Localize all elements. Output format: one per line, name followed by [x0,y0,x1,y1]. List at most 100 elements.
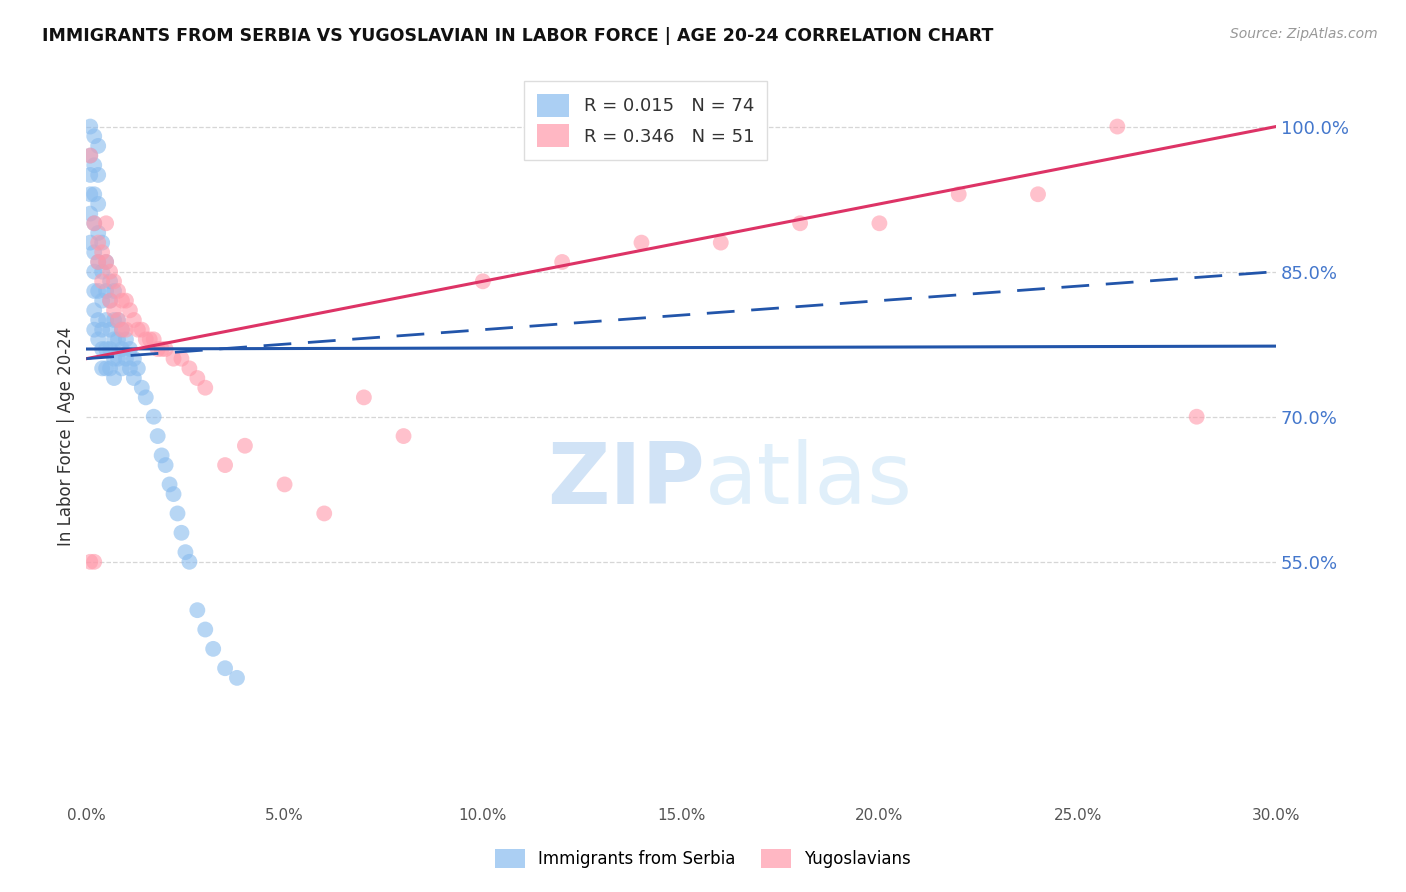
Point [83,265,105,279]
Point [94,361,117,376]
Point [79,148,101,162]
Point [155,342,177,356]
Point [98,293,121,308]
Point [87,168,110,182]
Text: atlas: atlas [704,439,912,522]
Point [118,342,141,356]
Point [87,313,110,327]
Point [150,342,173,356]
Point [118,361,141,376]
Point [150,449,173,463]
Point [103,351,125,366]
Point [103,313,125,327]
Point [91,265,114,279]
Point [79,120,101,134]
Point [87,197,110,211]
Point [91,245,114,260]
Point [83,245,105,260]
Text: IMMIGRANTS FROM SERBIA VS YUGOSLAVIAN IN LABOR FORCE | AGE 20-24 CORRELATION CHA: IMMIGRANTS FROM SERBIA VS YUGOSLAVIAN IN… [42,27,994,45]
Point [94,313,117,327]
Point [79,555,101,569]
Point [91,342,114,356]
Point [155,458,177,472]
Point [179,361,201,376]
Point [83,216,105,230]
Point [107,313,129,327]
Point [103,274,125,288]
Point [83,303,105,318]
Point [111,361,134,376]
Point [166,507,188,521]
Point [87,332,110,346]
Point [159,477,181,491]
Point [94,342,117,356]
Point [79,168,101,182]
Point [98,293,121,308]
Point [142,409,165,424]
Point [314,507,336,521]
Point [111,293,134,308]
Point [186,371,208,385]
Point [789,216,811,230]
Point [94,255,117,269]
Point [79,187,101,202]
Point [83,216,105,230]
Point [214,661,236,675]
Point [94,284,117,298]
Point [135,390,157,404]
Point [91,235,114,250]
Point [83,129,105,144]
Point [115,323,138,337]
Point [551,255,574,269]
Point [127,361,149,376]
Point [226,671,249,685]
Point [79,206,101,220]
Point [87,284,110,298]
Point [174,545,197,559]
Point [273,477,295,491]
Point [194,381,217,395]
Point [111,323,134,337]
Point [710,235,733,250]
Point [194,623,217,637]
Point [471,274,494,288]
Point [87,139,110,153]
Point [91,293,114,308]
Point [87,226,110,240]
Point [353,390,375,404]
Point [1185,409,1208,424]
Point [83,284,105,298]
Point [115,351,138,366]
Point [118,303,141,318]
Legend: R = 0.015   N = 74, R = 0.346   N = 51: R = 0.015 N = 74, R = 0.346 N = 51 [524,81,766,161]
Point [83,158,105,172]
Point [107,284,129,298]
Point [131,381,153,395]
Point [122,313,145,327]
Point [79,148,101,162]
Point [1107,120,1129,134]
Point [91,274,114,288]
Point [94,216,117,230]
Point [79,235,101,250]
Point [630,235,652,250]
Point [179,555,201,569]
Point [170,351,193,366]
Point [131,323,153,337]
Point [233,439,256,453]
Point [94,255,117,269]
Text: Source: ZipAtlas.com: Source: ZipAtlas.com [1230,27,1378,41]
Point [83,555,105,569]
Point [115,332,138,346]
Point [107,332,129,346]
Point [142,332,165,346]
Point [98,323,121,337]
Point [103,371,125,385]
Point [107,351,129,366]
Point [103,332,125,346]
Legend: Immigrants from Serbia, Yugoslavians: Immigrants from Serbia, Yugoslavians [488,842,918,875]
Point [115,293,138,308]
Point [162,351,184,366]
Point [170,525,193,540]
Point [127,323,149,337]
